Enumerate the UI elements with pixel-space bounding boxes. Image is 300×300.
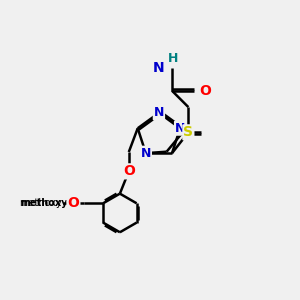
Text: methoxy: methoxy <box>20 198 68 208</box>
Text: N: N <box>153 61 165 76</box>
Text: N: N <box>175 122 185 135</box>
Text: N: N <box>141 147 151 160</box>
Text: O: O <box>199 84 211 98</box>
Text: methoxy: methoxy <box>19 198 61 208</box>
Text: S: S <box>183 125 194 140</box>
Text: H: H <box>168 52 179 64</box>
Text: O: O <box>68 196 80 210</box>
Text: N: N <box>154 106 164 119</box>
Text: O: O <box>123 164 135 178</box>
